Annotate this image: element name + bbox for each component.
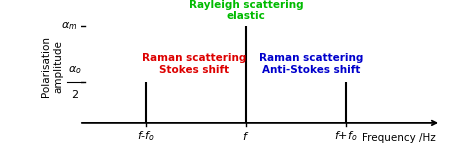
Text: $\alpha_o$: $\alpha_o$ [68, 65, 82, 77]
Text: $f$+$f_o$: $f$+$f_o$ [334, 130, 358, 143]
Text: Frequency /Hz: Frequency /Hz [362, 132, 436, 143]
Text: Raman scattering
Stokes shift: Raman scattering Stokes shift [142, 53, 246, 75]
Text: $\alpha_m$: $\alpha_m$ [61, 20, 77, 32]
Text: Rayleigh scattering
elastic: Rayleigh scattering elastic [189, 0, 303, 21]
Text: $f$: $f$ [243, 130, 250, 142]
Text: $2$: $2$ [71, 88, 79, 100]
Text: $f$-$f_o$: $f$-$f_o$ [137, 130, 155, 143]
Text: Raman scattering
Anti-Stokes shift: Raman scattering Anti-Stokes shift [259, 53, 363, 75]
Text: Polarisation
amplitude: Polarisation amplitude [41, 36, 63, 97]
